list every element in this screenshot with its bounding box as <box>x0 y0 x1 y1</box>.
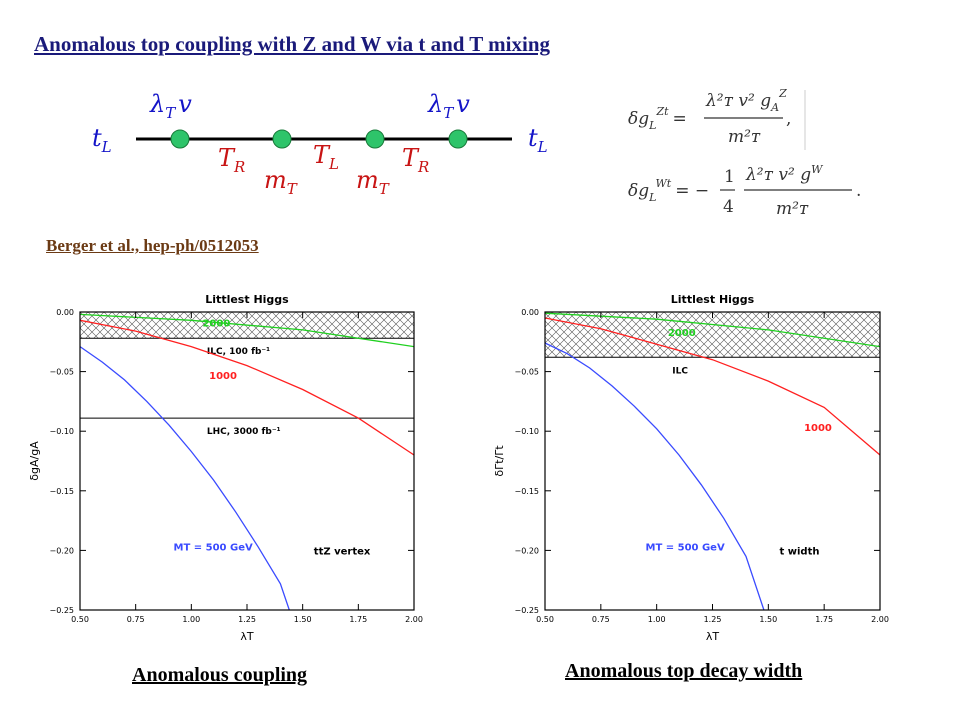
curve-label: 1000 <box>804 423 832 434</box>
series-line-500 <box>80 346 290 610</box>
page-title: Anomalous top coupling with Z and W via … <box>34 32 551 56</box>
ilc-hatched-band <box>545 312 880 358</box>
caption-left: Anomalous coupling <box>132 664 308 686</box>
chart-annotation: t width <box>780 546 820 557</box>
label-tL-right: tL <box>528 124 548 156</box>
y-tick-label: −0.15 <box>49 487 74 496</box>
x-tick-label: 2.00 <box>405 615 423 624</box>
label-lambda-v-right: λT v <box>427 90 470 122</box>
label-tL-left: tL <box>92 124 112 156</box>
x-tick-label: 1.50 <box>759 615 777 624</box>
x-axis-label: λT <box>240 630 254 643</box>
svg-text:δgLZt=: δgLZt = <box>628 105 687 132</box>
svg-text:δgLWt= −: δgLWt = − <box>628 177 709 204</box>
svg-text:.: . <box>856 181 861 201</box>
y-tick-label: −0.25 <box>49 606 74 615</box>
y-tick-label: −0.05 <box>514 368 539 377</box>
caption-right: Anomalous top decay width <box>565 660 803 682</box>
x-tick-label: 0.50 <box>71 615 89 624</box>
curve-label: MT = 500 GeV <box>174 542 253 553</box>
vertex-mass <box>365 129 385 149</box>
chart-title: Littlest Higgs <box>205 293 289 306</box>
svg-text:1: 1 <box>724 167 735 187</box>
y-tick-label: −0.15 <box>514 487 539 496</box>
chart-annotation: ttZ vertex <box>314 546 371 557</box>
chart-coupling: ILC, 100 fb⁻¹ LHC, 3000 fb⁻¹ 2000 1000 MT = … <box>28 293 423 643</box>
chart-decay-width: ILC 2000 1000 MT = 500 GeV t width 0.50 0.75 1.… <box>493 293 889 643</box>
label-TR-left: TR <box>218 144 245 176</box>
x-tick-label: 1.50 <box>294 615 312 624</box>
label-mT-left: mT <box>264 166 298 198</box>
y-tick-label: −0.05 <box>49 368 74 377</box>
x-tick-label: 1.25 <box>238 615 256 624</box>
series-line-500 <box>545 342 765 610</box>
series-line-1000 <box>545 317 880 456</box>
y-tick-label: 0.00 <box>56 308 74 317</box>
svg-text:,: , <box>786 109 791 129</box>
vertex-mass-insertion <box>170 129 190 149</box>
y-axis-label: δgA/gA <box>28 441 41 481</box>
formula-w: δgLWt = − 1 4 λ²ᴛ v² gW m²ᴛ . <box>628 163 861 219</box>
y-tick-label: −0.20 <box>514 546 539 555</box>
curve-label: 2000 <box>202 318 230 329</box>
x-tick-label: 1.00 <box>182 615 200 624</box>
label-lambda-v-left: λT v <box>149 90 192 122</box>
citation-link[interactable]: Berger et al., hep-ph/0512053 <box>46 236 259 255</box>
y-tick-label: −0.10 <box>49 427 74 436</box>
y-tick-label: 0.00 <box>521 308 539 317</box>
x-tick-label: 1.00 <box>648 615 666 624</box>
vertex-mass <box>272 129 292 149</box>
x-tick-label: 1.75 <box>349 615 367 624</box>
x-tick-label: 1.75 <box>815 615 833 624</box>
sensitivity-label: ILC, 100 fb⁻¹ <box>207 347 270 357</box>
y-tick-label: −0.10 <box>514 427 539 436</box>
y-tick-label: −0.20 <box>49 546 74 555</box>
x-tick-label: 0.75 <box>592 615 610 624</box>
chart-title: Littlest Higgs <box>671 293 755 306</box>
series-line-1000 <box>80 319 414 456</box>
label-mT-right: mT <box>356 166 390 198</box>
curve-label: 1000 <box>209 371 237 382</box>
formula-z: δgLZt = λ²ᴛ v² gAZ m²ᴛ , <box>628 87 791 147</box>
sensitivity-label: LHC, 3000 fb⁻¹ <box>207 427 281 437</box>
y-tick-label: −0.25 <box>514 606 539 615</box>
svg-text:λ²ᴛ v² gW: λ²ᴛ v² gW <box>745 163 824 185</box>
x-tick-label: 0.75 <box>127 615 145 624</box>
sensitivity-label: ILC <box>672 366 688 376</box>
svg-text:m²ᴛ: m²ᴛ <box>728 127 761 147</box>
svg-text:4: 4 <box>723 197 734 217</box>
x-tick-label: 0.50 <box>536 615 554 624</box>
svg-text:m²ᴛ: m²ᴛ <box>776 199 809 219</box>
curve-label: 2000 <box>668 328 696 339</box>
x-tick-label: 2.00 <box>871 615 889 624</box>
label-TL: TL <box>313 141 339 173</box>
svg-text:λ²ᴛ v² gAZ: λ²ᴛ v² gAZ <box>705 87 787 114</box>
curve-label: MT = 500 GeV <box>646 542 725 553</box>
x-tick-label: 1.25 <box>704 615 722 624</box>
vertex-mass-insertion <box>448 129 468 149</box>
x-axis-label: λT <box>706 630 720 643</box>
y-axis-label: δΓt/Γt <box>493 445 506 477</box>
label-TR-right: TR <box>402 144 429 176</box>
